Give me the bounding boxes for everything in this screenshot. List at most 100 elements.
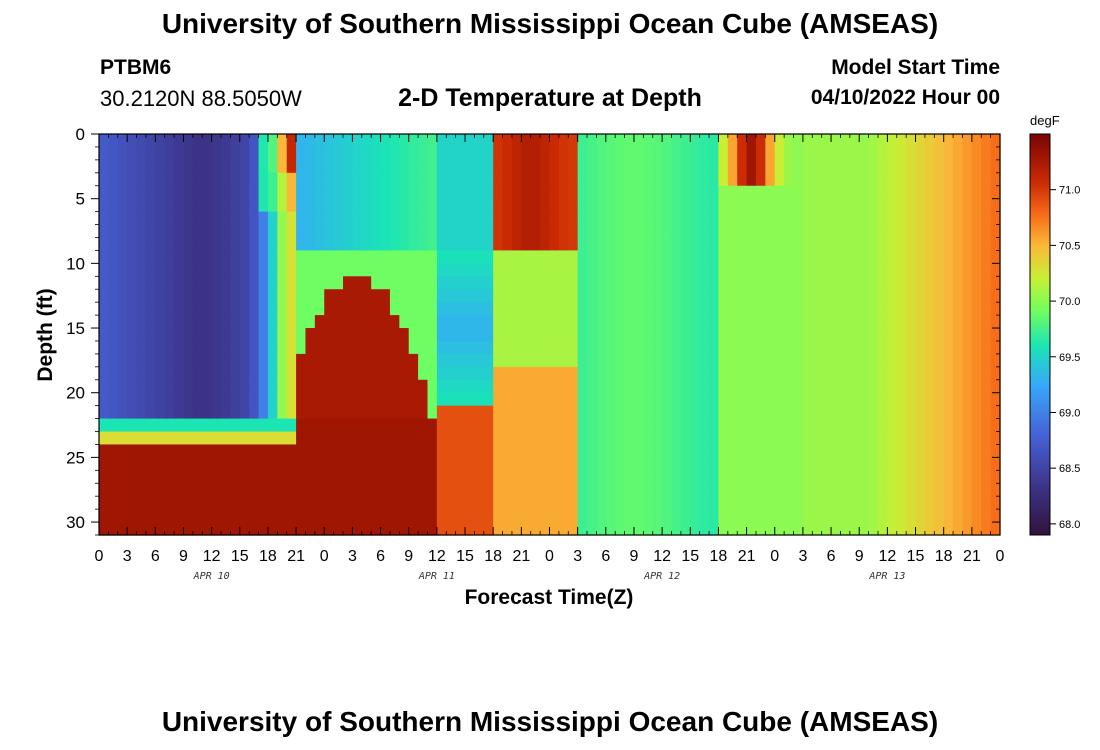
heatmap-cell [174, 522, 185, 536]
heatmap-cell [127, 263, 138, 277]
station-id: PTBM6 [100, 56, 172, 79]
heatmap-cell [455, 483, 466, 497]
heatmap-cell [802, 483, 813, 497]
heatmap-cell [446, 328, 457, 342]
heatmap-cell [183, 509, 194, 523]
heatmap-cell [812, 172, 823, 187]
heatmap-cell [530, 353, 541, 368]
heatmap-cell [849, 224, 860, 239]
heatmap-cell [680, 302, 691, 316]
heatmap-cell [343, 263, 354, 277]
heatmap-cell [690, 392, 701, 407]
heatmap-cell [802, 302, 813, 316]
heatmap-cell [521, 522, 532, 536]
heatmap-cell [727, 134, 738, 148]
heatmap-cell [690, 366, 701, 381]
heatmap-cell [155, 276, 166, 290]
heatmap-cell [333, 328, 344, 342]
heatmap-cell [511, 431, 522, 446]
heatmap-cell [474, 379, 485, 394]
heatmap-cell [174, 328, 185, 342]
heatmap-cell [558, 353, 569, 368]
heatmap-cell [127, 392, 138, 407]
heatmap-cell [371, 366, 382, 381]
heatmap-cell [662, 405, 673, 420]
heatmap-cell [821, 328, 832, 342]
heatmap-cell [662, 198, 673, 213]
heatmap-cell [877, 496, 888, 510]
heatmap-cell [211, 392, 222, 407]
heatmap-cell [371, 250, 382, 264]
heatmap-cell [455, 172, 466, 187]
heatmap-cell [483, 366, 494, 381]
heatmap-cell [633, 431, 644, 446]
heatmap-cell [877, 263, 888, 277]
heatmap-cell [671, 172, 682, 187]
heatmap-cell [164, 509, 175, 523]
heatmap-cell [343, 185, 354, 200]
heatmap-cell [943, 509, 954, 523]
heatmap-cell [277, 522, 288, 536]
heatmap-cell [136, 211, 147, 226]
heatmap-cell [671, 250, 682, 264]
x-tick-label: 6 [151, 548, 160, 565]
heatmap-cell [427, 211, 438, 226]
heatmap-cell [633, 328, 644, 342]
heatmap-cell [887, 211, 898, 226]
heatmap-cell [192, 172, 203, 187]
heatmap-cell [915, 250, 926, 264]
heatmap-cell [765, 366, 776, 381]
heatmap-cell [755, 444, 766, 458]
heatmap-cell [389, 366, 400, 381]
heatmap-cell [774, 328, 785, 342]
heatmap-cell [746, 379, 757, 394]
heatmap-cell [821, 444, 832, 458]
heatmap-cell [709, 302, 720, 316]
heatmap-cell [840, 237, 851, 252]
heatmap-cell [971, 483, 982, 497]
heatmap-cell [352, 470, 363, 484]
heatmap-cell [558, 302, 569, 316]
heatmap-cell [343, 457, 354, 471]
heatmap-cell [530, 522, 541, 536]
heatmap-cell [155, 224, 166, 239]
heatmap-cell [249, 185, 260, 200]
heatmap-cell [371, 134, 382, 148]
heatmap-cell [99, 496, 109, 510]
heatmap-cell [380, 224, 391, 239]
heatmap-cell [314, 444, 325, 458]
heatmap-cell [680, 289, 691, 303]
heatmap-cell [971, 366, 982, 381]
heatmap-cell [108, 289, 119, 303]
heatmap-cell [540, 340, 551, 355]
heatmap-cell [108, 185, 119, 200]
heatmap-cell [849, 509, 860, 523]
heatmap-cell [962, 211, 973, 226]
heatmap-cell [99, 315, 109, 329]
heatmap-cell [333, 379, 344, 394]
heatmap-cells [99, 134, 1001, 536]
heatmap-cell [671, 224, 682, 239]
heatmap-cell [915, 405, 926, 420]
heatmap-cell [427, 134, 438, 148]
heatmap-cell [596, 379, 607, 394]
heatmap-cell [962, 483, 973, 497]
heatmap-cell [361, 444, 372, 458]
heatmap-cell [502, 509, 513, 523]
x-tick-label: 18 [710, 548, 728, 565]
heatmap-cell [596, 134, 607, 148]
heatmap-cell [211, 340, 222, 355]
heatmap-cell [249, 276, 260, 290]
heatmap-cell [455, 328, 466, 342]
heatmap-cell [915, 392, 926, 407]
heatmap-cell [530, 470, 541, 484]
heatmap-cell [352, 172, 363, 187]
heatmap-cell [624, 315, 635, 329]
heatmap-cell [699, 185, 710, 200]
heatmap-cell [493, 146, 504, 161]
heatmap-cell [971, 392, 982, 407]
heatmap-cell [971, 263, 982, 277]
heatmap-cell [737, 263, 748, 277]
heatmap-cell [784, 315, 795, 329]
heatmap-cell [127, 198, 138, 213]
